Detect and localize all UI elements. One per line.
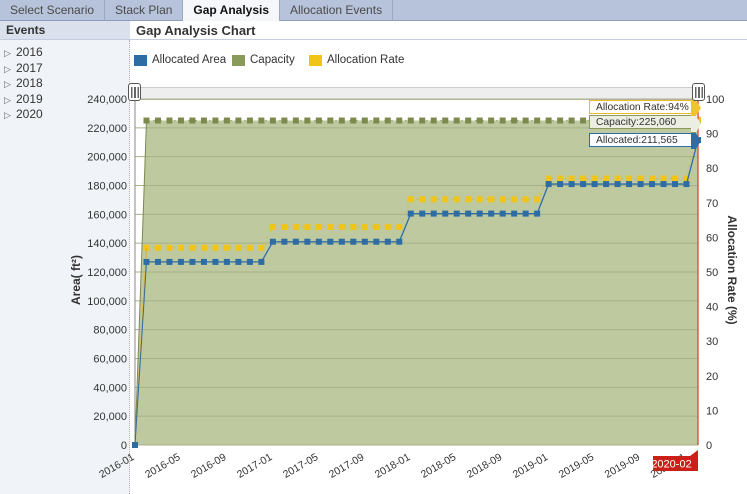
svg-text:2018-05: 2018-05 [419, 451, 459, 481]
svg-text:70: 70 [706, 198, 718, 210]
svg-text:220,000: 220,000 [87, 123, 127, 135]
svg-text:2016-05: 2016-05 [143, 451, 183, 481]
svg-text:2017-01: 2017-01 [235, 451, 275, 481]
svg-text:2017-09: 2017-09 [327, 451, 367, 481]
svg-text:2016-09: 2016-09 [189, 451, 229, 481]
svg-text:2019-01: 2019-01 [511, 451, 551, 481]
svg-text:140,000: 140,000 [87, 238, 127, 250]
svg-text:40: 40 [706, 302, 718, 314]
svg-text:60: 60 [706, 232, 718, 244]
svg-text:0: 0 [121, 440, 127, 452]
svg-text:180,000: 180,000 [87, 181, 127, 193]
svg-text:2019-05: 2019-05 [557, 451, 597, 481]
svg-text:240,000: 240,000 [87, 94, 127, 106]
svg-text:2019-09: 2019-09 [603, 451, 643, 481]
svg-text:40,000: 40,000 [93, 382, 127, 394]
svg-text:30: 30 [706, 336, 718, 348]
svg-text:120,000: 120,000 [87, 267, 127, 279]
svg-text:80,000: 80,000 [93, 325, 127, 337]
svg-text:10: 10 [706, 405, 718, 417]
svg-text:90: 90 [706, 129, 718, 141]
svg-text:20,000: 20,000 [93, 411, 127, 423]
svg-text:100,000: 100,000 [87, 296, 127, 308]
svg-text:20: 20 [706, 371, 718, 383]
svg-text:2018-01: 2018-01 [373, 451, 413, 481]
svg-text:200,000: 200,000 [87, 152, 127, 164]
svg-text:2018-09: 2018-09 [465, 451, 505, 481]
svg-text:100: 100 [706, 94, 724, 106]
svg-text:2017-05: 2017-05 [281, 451, 321, 481]
svg-text:80: 80 [706, 163, 718, 175]
svg-text:50: 50 [706, 267, 718, 279]
svg-text:0: 0 [706, 440, 712, 452]
svg-text:2020-02: 2020-02 [651, 459, 691, 471]
svg-text:160,000: 160,000 [87, 209, 127, 221]
svg-text:60,000: 60,000 [93, 354, 127, 366]
